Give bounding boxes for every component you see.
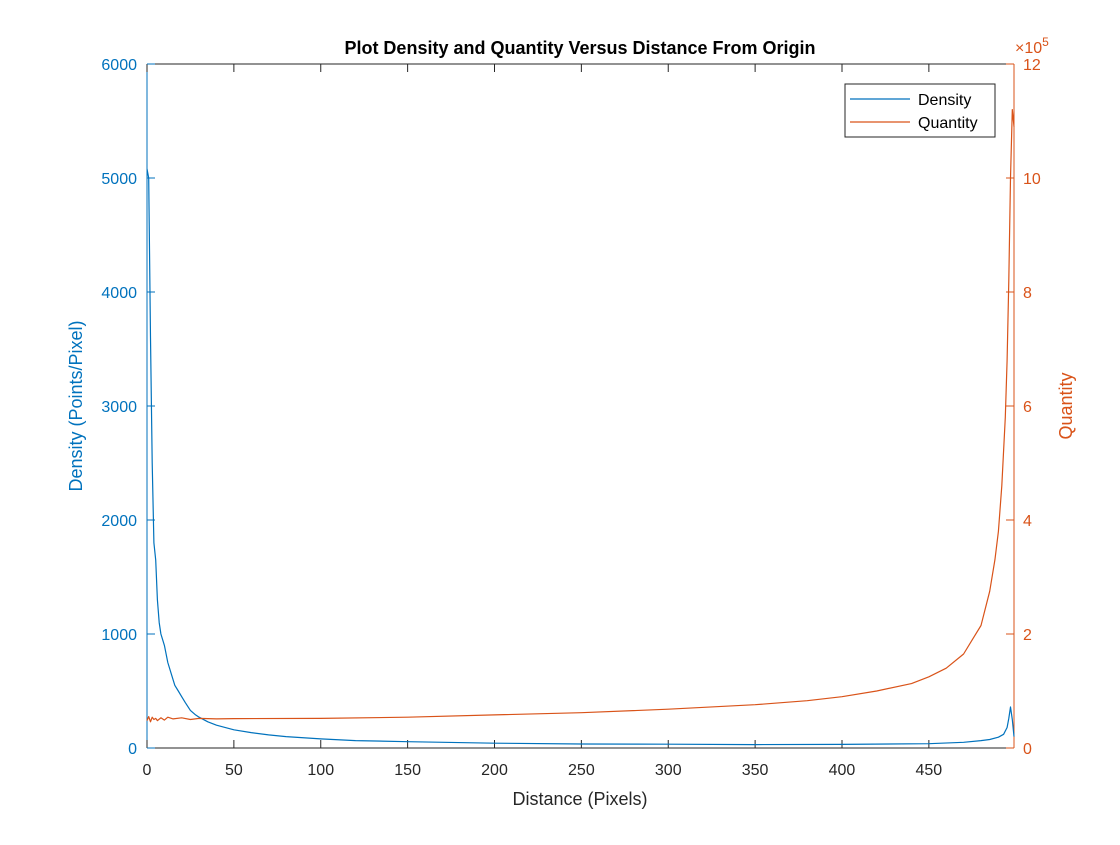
series-line-density xyxy=(146,168,1015,746)
y-left-tick-label: 5000 xyxy=(101,171,137,188)
y-left-tick-label: 0 xyxy=(128,741,137,758)
y-right-tick-label: 8 xyxy=(1023,285,1032,302)
y-right-tick-label: 0 xyxy=(1023,741,1032,758)
y-right-tick-label: 12 xyxy=(1023,57,1041,74)
x-tick-label: 400 xyxy=(829,762,856,779)
y-right-tick-label: 2 xyxy=(1023,627,1032,644)
x-tick-label: 250 xyxy=(568,762,595,779)
legend-box xyxy=(844,83,996,138)
x-tick-label: 100 xyxy=(307,762,334,779)
x-tick-label: 200 xyxy=(481,762,508,779)
legend-label-density: Density xyxy=(918,92,971,109)
x-tick-label: 350 xyxy=(742,762,769,779)
legend-label-quantity: Quantity xyxy=(918,115,978,132)
y-left-tick-label: 4000 xyxy=(101,285,137,302)
y-left-tick-label: 3000 xyxy=(101,399,137,416)
x-tick-label: 150 xyxy=(394,762,421,779)
y-right-tick-label: 6 xyxy=(1023,399,1032,416)
x-tick-label: 0 xyxy=(143,762,152,779)
y-axis-left-label: Density (Points/Pixel) xyxy=(66,320,86,491)
y-right-tick-label: 10 xyxy=(1023,171,1041,188)
y-left-tick-label: 2000 xyxy=(101,513,137,530)
exponent-power: 5 xyxy=(1042,35,1049,49)
series-line-quantity xyxy=(146,108,1015,723)
plot-area: 0 50 100 150 200 250 300 350 400 4500100020003000… xyxy=(101,57,1040,779)
y-axis-right-exponent: ×105 xyxy=(1015,35,1049,57)
x-tick-label: 50 xyxy=(225,762,243,779)
exponent-base: ×10 xyxy=(1015,40,1042,57)
chart-title: Plot Density and Quantity Versus Distanc… xyxy=(344,38,815,58)
x-tick-label: 300 xyxy=(655,762,682,779)
x-axis-label: Distance (Pixels) xyxy=(512,789,647,809)
y-right-tick-label: 4 xyxy=(1023,513,1032,530)
y-left-tick-label: 6000 xyxy=(101,57,137,74)
y-left-tick-label: 1000 xyxy=(101,627,137,644)
x-tick-label: 450 xyxy=(916,762,943,779)
y-axis-right-label: Quantity xyxy=(1056,372,1076,439)
